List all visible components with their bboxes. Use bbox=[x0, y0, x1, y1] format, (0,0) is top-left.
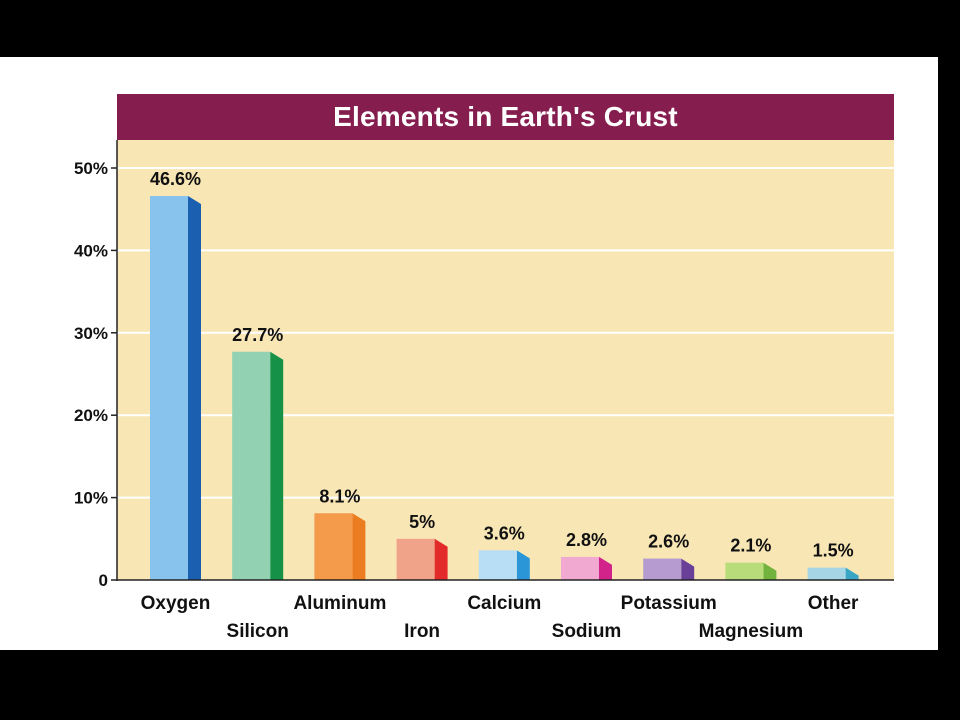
category-label: Potassium bbox=[621, 593, 717, 614]
bar-calcium bbox=[478, 550, 530, 580]
bar-front bbox=[150, 196, 188, 581]
value-label: 2.8% bbox=[566, 530, 607, 550]
bar-front bbox=[478, 550, 517, 580]
y-axis-ticks: 0 10% 20% 30% 40% 50% bbox=[74, 159, 117, 590]
category-label: Other bbox=[808, 593, 859, 614]
bar-side bbox=[763, 562, 777, 580]
bar-side bbox=[516, 550, 530, 580]
category-label: Iron bbox=[404, 621, 440, 642]
value-labels: 46.6% 27.7% 8.1% 5% 3.6% 2.8% 2.6% 2.1% 1.5% bbox=[150, 169, 854, 561]
category-label: Oxygen bbox=[141, 593, 211, 614]
bars bbox=[150, 196, 859, 581]
value-label: 5% bbox=[409, 512, 435, 532]
value-label: 1.5% bbox=[813, 541, 854, 561]
bar-side bbox=[188, 196, 201, 581]
value-label: 46.6% bbox=[150, 169, 201, 189]
bar-iron bbox=[396, 538, 448, 580]
category-label: Silicon bbox=[227, 621, 289, 642]
bar-potassium bbox=[643, 558, 695, 580]
bar-oxygen bbox=[150, 196, 201, 581]
bar-aluminum bbox=[314, 513, 366, 580]
bar-silicon bbox=[232, 351, 284, 580]
value-label: 3.6% bbox=[484, 523, 525, 543]
bar-side bbox=[434, 538, 448, 580]
category-label: Magnesium bbox=[699, 621, 804, 642]
bar-side bbox=[599, 556, 612, 580]
bar-side bbox=[270, 351, 284, 580]
bar-front bbox=[725, 562, 764, 580]
category-label: Aluminum bbox=[293, 593, 386, 614]
y-tick-label: 10% bbox=[74, 489, 108, 508]
bar-front bbox=[396, 538, 435, 580]
bar-other bbox=[807, 567, 859, 580]
bar-front bbox=[643, 558, 682, 580]
y-tick-label: 40% bbox=[74, 241, 108, 260]
value-label: 2.1% bbox=[730, 536, 771, 556]
y-tick-label: 30% bbox=[74, 324, 108, 343]
bar-front bbox=[314, 513, 353, 580]
category-label: Sodium bbox=[552, 621, 622, 642]
bar-side bbox=[352, 513, 366, 580]
value-label: 2.6% bbox=[648, 532, 689, 552]
category-label: Calcium bbox=[467, 593, 541, 614]
bar-magnesium bbox=[725, 562, 777, 580]
y-tick-label: 50% bbox=[74, 159, 108, 178]
chart-title: Elements in Earth's Crust bbox=[117, 94, 894, 140]
bar-sodium bbox=[561, 556, 612, 580]
bar-side bbox=[845, 567, 859, 580]
y-tick-label: 0 bbox=[99, 571, 108, 590]
bar-front bbox=[807, 567, 846, 580]
y-tick-label: 20% bbox=[74, 406, 108, 425]
bar-side bbox=[681, 558, 695, 580]
value-label: 8.1% bbox=[319, 486, 360, 506]
value-label: 27.7% bbox=[232, 325, 283, 345]
bar-front bbox=[232, 351, 271, 580]
bar-front bbox=[561, 556, 599, 580]
